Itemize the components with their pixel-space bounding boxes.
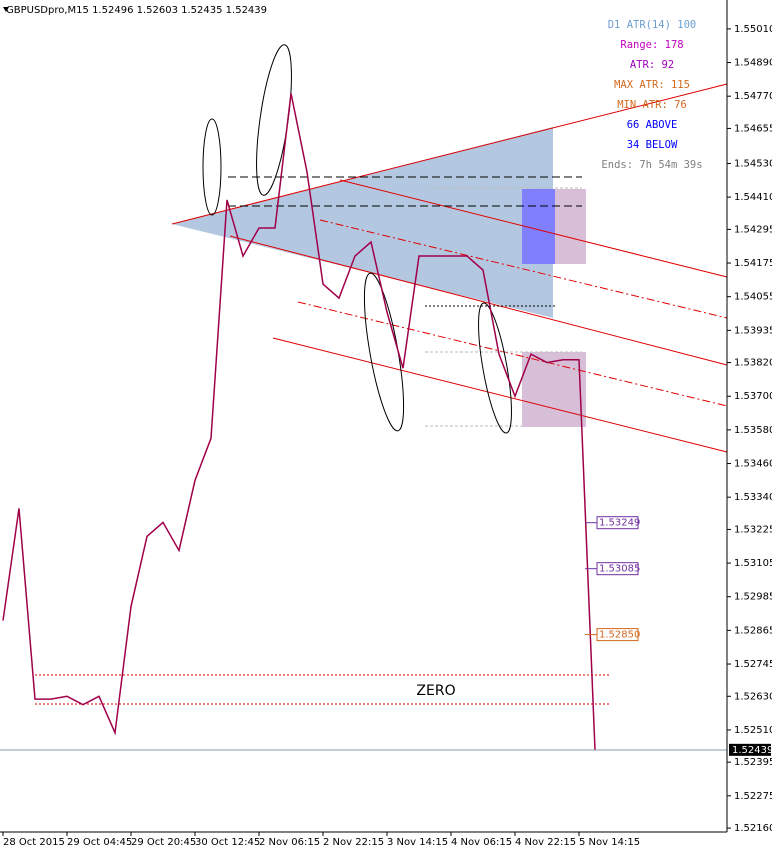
y-tick-label: 1.52275: [734, 791, 772, 802]
price-label: 1.52850: [599, 630, 640, 641]
y-tick-label: 1.54055: [734, 292, 772, 303]
y-tick-label: 1.52865: [734, 625, 772, 636]
info-text: MIN ATR: 76: [617, 99, 687, 111]
channel-line: [339, 179, 728, 278]
y-tick-label: 1.53460: [734, 459, 772, 470]
y-tick-label: 1.54175: [734, 258, 772, 269]
y-tick-label: 1.53580: [734, 425, 772, 436]
y-tick-label: 1.53700: [734, 391, 772, 402]
y-tick-label: 1.55010: [734, 24, 772, 35]
info-text: Ends: 7h 54m 39s: [601, 159, 702, 171]
annotation: ZERO: [416, 683, 455, 699]
y-tick-label: 1.54890: [734, 58, 772, 69]
x-tick-label: 30 Oct 12:45: [195, 837, 260, 848]
y-tick-label: 1.52745: [734, 659, 772, 670]
ellipse: [478, 302, 512, 434]
drawings: [0, 44, 728, 751]
info-text: MAX ATR: 115: [614, 79, 690, 91]
x-tick-label: 2 Nov 22:15: [323, 837, 384, 848]
x-tick-label: 28 Oct 2015: [3, 837, 65, 848]
channel-mid: [297, 301, 728, 407]
price-label: 1.53085: [599, 564, 640, 575]
y-tick-label: 1.52985: [734, 592, 772, 603]
title-icon: [3, 7, 9, 12]
current-price-label: 1.52439: [732, 745, 772, 756]
x-tick-label: 2 Nov 06:15: [259, 837, 320, 848]
channel-line: [272, 337, 728, 453]
x-tick-label: 29 Oct 20:45: [131, 837, 196, 848]
x-tick-label: 4 Nov 06:15: [451, 837, 512, 848]
triangle: [172, 127, 553, 318]
y-tick-label: 1.53105: [734, 558, 772, 569]
x-tick-label: 29 Oct 04:45: [67, 837, 132, 848]
price-label-box: [596, 628, 639, 642]
price-label-box: [596, 516, 639, 530]
y-tick-label: 1.52395: [734, 757, 772, 768]
price-label: 1.53249: [599, 518, 640, 529]
info-text: 66 ABOVE: [627, 119, 678, 131]
y-tick-label: 1.54295: [734, 224, 772, 235]
y-tick-label: 1.53340: [734, 492, 772, 503]
channel-mid: [319, 219, 728, 319]
ellipse: [202, 118, 222, 216]
current-price-box: [729, 743, 771, 756]
info-text: Range: 178: [620, 39, 683, 51]
price-label-box: [596, 562, 639, 576]
price-line: [2, 93, 596, 750]
y-tick-label: 1.52160: [734, 823, 772, 834]
x-tick-label: 3 Nov 14:15: [387, 837, 448, 848]
y-tick-label: 1.53935: [734, 325, 772, 336]
y-tick-label: 1.54530: [734, 158, 772, 169]
zone-box: [522, 352, 586, 427]
y-tick-label: 1.54410: [734, 192, 772, 203]
x-tick-label: 4 Nov 22:15: [515, 837, 576, 848]
y-tick-label: 1.54655: [734, 123, 772, 134]
trend-line: [171, 83, 728, 225]
info-text: 34 BELOW: [627, 139, 678, 151]
channel-line: [229, 235, 728, 366]
info-text: ATR: 92: [630, 59, 674, 71]
chart-title: GBPUSDpro,M15 1.52496 1.52603 1.52435 1.…: [6, 5, 267, 16]
y-tick-label: 1.53225: [734, 524, 772, 535]
info-text: D1 ATR(14) 100: [608, 19, 697, 31]
y-tick-label: 1.53820: [734, 358, 772, 369]
y-tick-label: 1.52630: [734, 691, 772, 702]
y-tick-label: 1.54770: [734, 91, 772, 102]
y-tick-label: 1.52510: [734, 725, 772, 736]
x-tick-label: 5 Nov 14:15: [579, 837, 640, 848]
